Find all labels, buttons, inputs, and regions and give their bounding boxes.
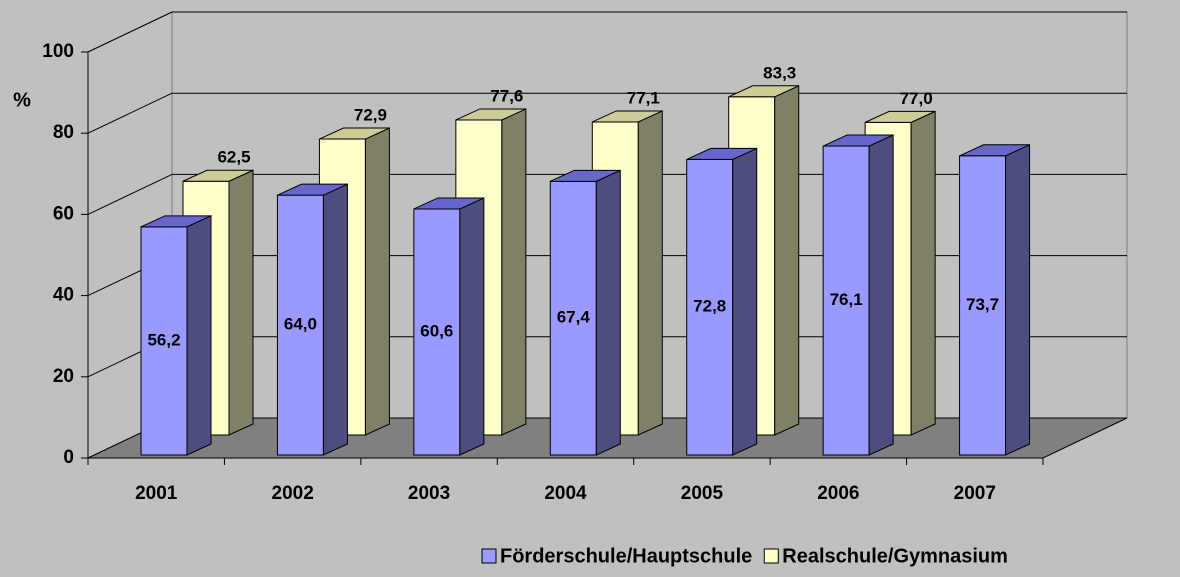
bar-top (728, 85, 799, 98)
bar-side (186, 215, 212, 456)
x-tick-label: 2007 (954, 483, 996, 504)
bar-front (549, 180, 597, 456)
legend-swatch (481, 548, 497, 564)
bar-top (319, 127, 390, 140)
bar-side (322, 183, 348, 456)
data-label: 56,2 (147, 330, 180, 349)
x-tick-label: 2005 (681, 483, 724, 504)
data-label: 76,1 (830, 290, 863, 309)
grid-line (87, 92, 173, 134)
bar-front (140, 226, 188, 456)
bar-front (413, 208, 461, 456)
y-tick-label: 60 (53, 203, 74, 224)
bar-side (595, 169, 621, 456)
x-tick-label: 2002 (272, 483, 314, 504)
bar-front (686, 158, 734, 456)
bar-top (686, 147, 757, 160)
data-label: 67,4 (557, 308, 591, 327)
data-label: 73,7 (966, 295, 999, 314)
y-tick-label: 0 (63, 447, 74, 468)
bar-top (277, 183, 348, 196)
bar-top (413, 197, 485, 210)
x-tick-label: 2006 (817, 483, 859, 504)
data-label: 60,6 (420, 321, 453, 340)
y-tick-label: 40 (53, 285, 74, 306)
data-label: 77,1 (627, 88, 660, 107)
bar-side (910, 110, 936, 436)
legend-label: Förderschule/Hauptschule (500, 545, 752, 567)
bar-side (364, 127, 390, 436)
bar-top (864, 110, 936, 123)
x-tick-label: 2004 (544, 483, 587, 504)
bar-top (455, 108, 527, 121)
y-axis-label: % (13, 89, 31, 111)
data-label: 62,5 (217, 148, 250, 167)
bar-side (732, 147, 758, 456)
bar-front (822, 145, 870, 456)
bar-top (550, 169, 621, 182)
data-label: 77,6 (490, 86, 523, 105)
bar-side (501, 108, 527, 436)
bar-side (774, 85, 800, 436)
data-label: 72,8 (693, 297, 726, 316)
bar-top (140, 215, 212, 228)
bar-side (459, 197, 485, 456)
data-label: 64,0 (284, 315, 317, 334)
bar-top (592, 110, 663, 123)
data-label: 83,3 (763, 63, 796, 82)
bar-front (959, 155, 1007, 456)
y-tick-label: 100 (42, 41, 74, 62)
legend-swatch (763, 548, 779, 564)
bar-top (182, 169, 254, 182)
bar-front (276, 194, 324, 456)
data-label: 77,0 (900, 89, 933, 108)
grid-line (87, 11, 173, 53)
y-tick-label: 20 (53, 366, 74, 387)
bar-side (868, 134, 894, 456)
bar-side (1005, 143, 1031, 456)
bar-side (228, 169, 254, 436)
grid-line (87, 173, 173, 215)
data-label: 72,9 (354, 106, 387, 125)
bar-top (959, 144, 1030, 157)
bar-top (822, 134, 894, 147)
legend-label: Realschule/Gymnasium (782, 545, 1008, 567)
bar-side (637, 110, 663, 436)
y-tick-label: 80 (53, 122, 74, 143)
x-tick-label: 2003 (408, 483, 450, 504)
x-tick-label: 2001 (135, 483, 178, 504)
